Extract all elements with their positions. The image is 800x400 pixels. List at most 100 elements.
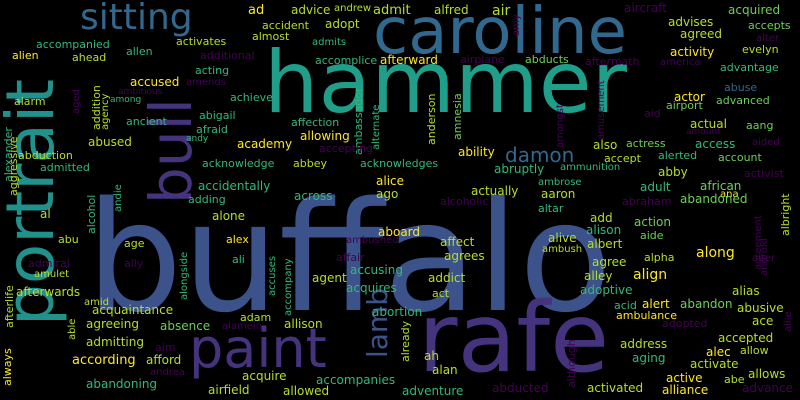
word-actress: actress <box>626 137 666 150</box>
word-ancient: ancient <box>126 115 167 128</box>
word-accuses: accuses <box>267 255 278 296</box>
word-ali: ali <box>232 253 245 266</box>
word-ambitious: ambitious <box>118 87 163 97</box>
word-activist: activist <box>744 167 784 180</box>
word-airport: airport <box>666 99 703 112</box>
word-alley: alley <box>584 269 613 283</box>
word-albert: albert <box>587 237 623 251</box>
word-accept: accept <box>604 152 641 165</box>
word-alerted: alerted <box>658 149 698 162</box>
word-accompanied: accompanied <box>36 38 110 51</box>
word-america: america <box>660 57 701 68</box>
word-allow: allow <box>740 344 769 357</box>
word-abandoned: abandoned <box>680 192 748 206</box>
word-altar: altar <box>538 202 564 215</box>
word-affair: affair <box>336 251 365 264</box>
word-ambush: ambush <box>542 244 583 255</box>
word-actor: actor <box>674 90 705 104</box>
word-accompany: accompany <box>283 258 294 316</box>
word-accepting: accepting <box>319 142 373 155</box>
word-accused: accused <box>130 75 180 89</box>
word-activity: activity <box>670 45 715 59</box>
word-acting: acting <box>195 64 230 77</box>
word-admiral: admiral <box>28 257 70 270</box>
word-ad: ad <box>248 3 265 18</box>
word-aided: aided <box>752 137 780 148</box>
word-alison: alison <box>586 223 622 237</box>
word-accepts: accepts <box>748 19 791 32</box>
word-anderson: anderson <box>425 93 438 145</box>
word-achieve: achieve <box>230 91 273 104</box>
word-ambulance: ambulance <box>616 309 677 322</box>
word-alice: alice <box>376 174 405 188</box>
word-allowed: allowed <box>283 384 330 398</box>
word-activated: activated <box>587 381 644 395</box>
word-abu: abu <box>58 233 79 246</box>
word-acknowledges: acknowledges <box>360 157 439 170</box>
word-advice: advice <box>291 3 331 17</box>
word-alpha: alpha <box>644 251 675 264</box>
word-able: able <box>67 318 78 340</box>
word-amends: amends <box>186 77 226 88</box>
word-afterlife: afterlife <box>3 285 16 328</box>
word-age: age <box>124 237 145 250</box>
word-alongside: alongside <box>179 251 190 300</box>
word-alfred: alfred <box>434 3 469 17</box>
word-additional: additional <box>200 49 255 62</box>
word-allie: allie <box>783 311 794 332</box>
word-abandon: abandon <box>680 297 733 311</box>
word-agrees: agrees <box>444 249 485 263</box>
word-allows: allows <box>748 367 786 381</box>
word-abduction: abduction <box>18 149 73 162</box>
word-amount: amount <box>686 127 721 137</box>
word-abbey: abbey <box>293 157 327 170</box>
word-andie: andie <box>113 184 124 212</box>
word-action: action <box>634 215 671 229</box>
word-al: al <box>40 207 51 221</box>
word-afraid: afraid <box>196 123 228 136</box>
word-along: along <box>696 245 735 261</box>
word-aid: aid <box>644 107 661 120</box>
word-activate: activate <box>690 357 739 371</box>
word-agree: agree <box>592 255 627 269</box>
word-academy: academy <box>237 137 293 151</box>
word-actual: actual <box>690 117 727 131</box>
word-abruptly: abruptly <box>494 162 545 176</box>
word-acquires: acquires <box>346 281 397 295</box>
word-airplane: airplane <box>460 53 505 66</box>
word-amusement: amusement <box>596 80 607 140</box>
word-admit: admit <box>373 3 411 18</box>
word-albright: albright <box>779 193 792 236</box>
word-add: add <box>590 211 613 225</box>
word-according: according <box>72 353 136 368</box>
word-ace: ace <box>752 314 774 328</box>
word-rafe: rafe <box>418 282 610 394</box>
word-alcohol: alcohol <box>85 194 98 234</box>
word-lamb: lamb <box>361 288 394 358</box>
word-addict: addict <box>428 271 466 285</box>
word-absence: absence <box>160 319 211 333</box>
word-advance: advance <box>742 381 794 395</box>
word-ambushed: ambushed <box>346 235 399 246</box>
word-advanced: advanced <box>716 94 770 107</box>
word-ah: ah <box>424 349 439 363</box>
word-already: already <box>399 320 412 362</box>
word-aaron: aaron <box>541 187 576 201</box>
word-alamein: alamein <box>222 321 263 332</box>
word-acknowledge: acknowledge <box>202 157 275 170</box>
word-allison: allison <box>284 317 323 331</box>
word-account: account <box>718 151 762 164</box>
word-abraham: abraham <box>622 195 672 208</box>
word-adopted: adopted <box>662 317 708 330</box>
word-alive: alive <box>548 231 577 245</box>
word-although: although <box>565 339 578 388</box>
word-alec: alec <box>706 345 731 359</box>
word-ammunition: ammunition <box>560 162 621 173</box>
word-always: always <box>1 348 14 386</box>
word-airfield: airfield <box>208 383 250 397</box>
word-adopt: adopt <box>325 17 360 31</box>
word-caroline: caroline <box>373 0 627 69</box>
word-ago: ago <box>376 187 399 201</box>
word-abuse: abuse <box>724 81 758 94</box>
